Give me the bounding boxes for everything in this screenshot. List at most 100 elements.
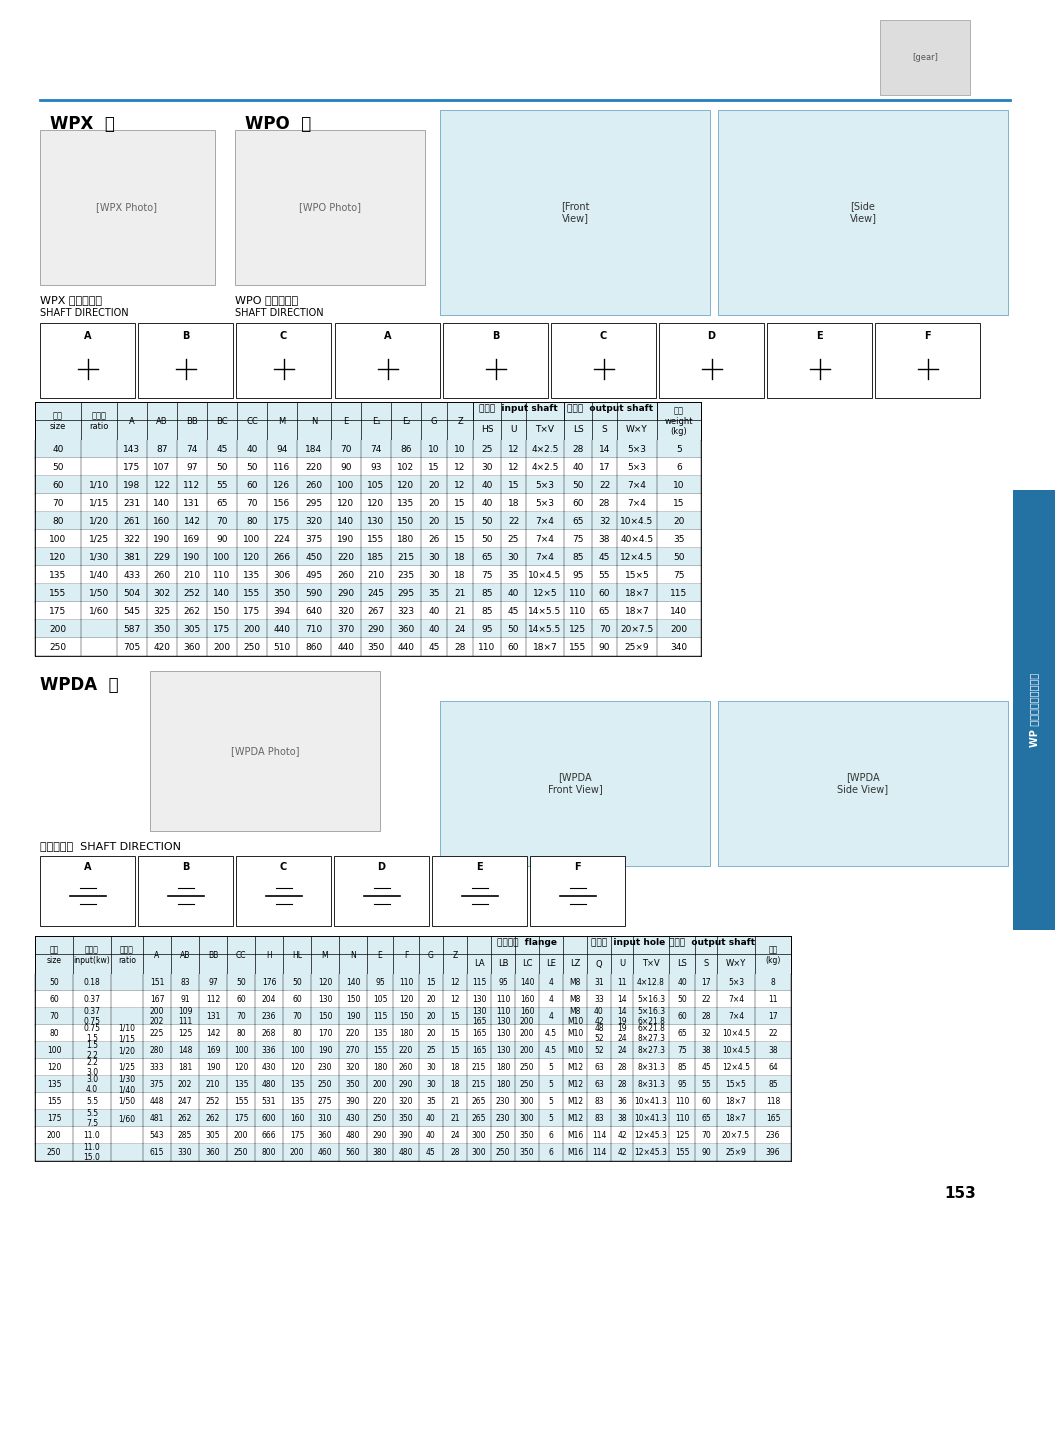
Text: 5×3: 5×3 — [728, 978, 744, 987]
Bar — [40, 323, 135, 398]
Bar — [1013, 490, 1055, 930]
Text: 64: 64 — [768, 1064, 778, 1072]
Text: 545: 545 — [123, 607, 141, 616]
Text: 320: 320 — [399, 1097, 413, 1106]
Text: 70: 70 — [340, 445, 352, 454]
Text: 28: 28 — [455, 642, 465, 652]
Text: 35: 35 — [673, 535, 685, 543]
Text: 165: 165 — [472, 1046, 487, 1055]
Text: 74: 74 — [370, 445, 382, 454]
Text: WPX  型: WPX 型 — [50, 114, 114, 133]
Text: E: E — [343, 416, 349, 426]
Text: 0.37
0.75: 0.37 0.75 — [84, 1007, 101, 1026]
Text: 245: 245 — [368, 588, 385, 597]
Text: 6: 6 — [549, 1148, 553, 1156]
Text: 11.0
15.0: 11.0 15.0 — [84, 1143, 101, 1162]
Text: 17: 17 — [701, 978, 711, 987]
Text: 14×5.5: 14×5.5 — [528, 625, 562, 633]
Text: N: N — [311, 416, 317, 426]
Text: 45: 45 — [426, 1148, 436, 1156]
Text: 31: 31 — [595, 978, 604, 987]
Text: 40
42: 40 42 — [594, 1007, 604, 1026]
Text: 215: 215 — [398, 552, 414, 562]
Text: 15×5: 15×5 — [624, 571, 650, 580]
Text: 24: 24 — [617, 1046, 626, 1055]
Text: 275: 275 — [318, 1097, 332, 1106]
Text: 20: 20 — [426, 1011, 436, 1022]
Text: 7×4: 7×4 — [535, 516, 554, 526]
Text: 80: 80 — [236, 1029, 246, 1037]
Text: 110: 110 — [478, 642, 496, 652]
Text: 6: 6 — [549, 1132, 553, 1140]
Text: 210: 210 — [206, 1080, 220, 1090]
Text: 1.5
2.2: 1.5 2.2 — [86, 1040, 98, 1061]
Text: 140: 140 — [519, 978, 534, 987]
Text: 169: 169 — [206, 1046, 220, 1055]
Text: 18: 18 — [455, 571, 465, 580]
Text: 50: 50 — [572, 481, 584, 490]
Text: 220: 220 — [346, 1029, 360, 1037]
Text: 出力轴  output shaft: 出力轴 output shaft — [669, 938, 755, 948]
Text: WPX 轴指向表示: WPX 轴指向表示 — [40, 296, 102, 304]
Text: 390: 390 — [399, 1132, 413, 1140]
Text: W×Y: W×Y — [726, 959, 746, 968]
Text: 15: 15 — [450, 1046, 460, 1055]
Text: 220: 220 — [373, 1097, 387, 1106]
Text: F: F — [924, 330, 931, 341]
Text: 175: 175 — [213, 625, 231, 633]
Text: 300: 300 — [519, 1097, 534, 1106]
Text: G: G — [430, 416, 437, 426]
Text: 190: 190 — [154, 535, 171, 543]
Text: E: E — [816, 330, 823, 341]
Text: 105: 105 — [368, 481, 385, 490]
Text: 200: 200 — [244, 625, 261, 633]
Text: 155: 155 — [675, 1148, 689, 1156]
Text: 150: 150 — [399, 1011, 413, 1022]
Text: 135: 135 — [50, 571, 67, 580]
Text: 70: 70 — [236, 1011, 246, 1022]
Text: U: U — [510, 426, 517, 435]
Text: 93: 93 — [370, 462, 382, 471]
Bar — [35, 1059, 791, 1077]
Text: M12: M12 — [567, 1097, 583, 1106]
Bar — [236, 323, 331, 398]
Text: E: E — [476, 862, 482, 872]
Text: 495: 495 — [305, 571, 322, 580]
Text: 110: 110 — [496, 995, 510, 1004]
Text: 20: 20 — [426, 995, 436, 1004]
Text: 204: 204 — [262, 995, 277, 1004]
Bar — [35, 1093, 791, 1110]
Bar — [35, 440, 701, 458]
Text: 155: 155 — [244, 588, 261, 597]
Text: 38: 38 — [617, 1114, 626, 1123]
Text: 95: 95 — [375, 978, 385, 987]
Text: 360: 360 — [318, 1132, 333, 1140]
Text: 15: 15 — [673, 498, 685, 507]
Text: 160: 160 — [519, 995, 534, 1004]
Text: 450: 450 — [305, 552, 322, 562]
Text: 110: 110 — [569, 607, 586, 616]
Text: 60: 60 — [236, 995, 246, 1004]
Text: 4: 4 — [549, 1011, 553, 1022]
Text: A: A — [155, 951, 160, 959]
Text: 380: 380 — [373, 1148, 387, 1156]
Text: 295: 295 — [305, 498, 322, 507]
Text: 45: 45 — [599, 552, 611, 562]
Text: 231: 231 — [123, 498, 141, 507]
Text: 120: 120 — [399, 995, 413, 1004]
Text: 135: 135 — [289, 1080, 304, 1090]
Text: 302: 302 — [154, 588, 171, 597]
Text: 70: 70 — [701, 1132, 711, 1140]
Text: T×V: T×V — [642, 959, 660, 968]
Text: 55: 55 — [701, 1080, 711, 1090]
Text: 28: 28 — [617, 1080, 626, 1090]
Text: 430: 430 — [262, 1064, 277, 1072]
Bar — [35, 458, 701, 477]
Text: 180: 180 — [399, 1029, 413, 1037]
Bar — [35, 530, 701, 548]
Text: 200
202: 200 202 — [149, 1007, 164, 1026]
Text: 135: 135 — [244, 571, 261, 580]
Text: 350: 350 — [519, 1148, 534, 1156]
Text: 18: 18 — [455, 552, 465, 562]
Text: 12×45.3: 12×45.3 — [635, 1148, 668, 1156]
